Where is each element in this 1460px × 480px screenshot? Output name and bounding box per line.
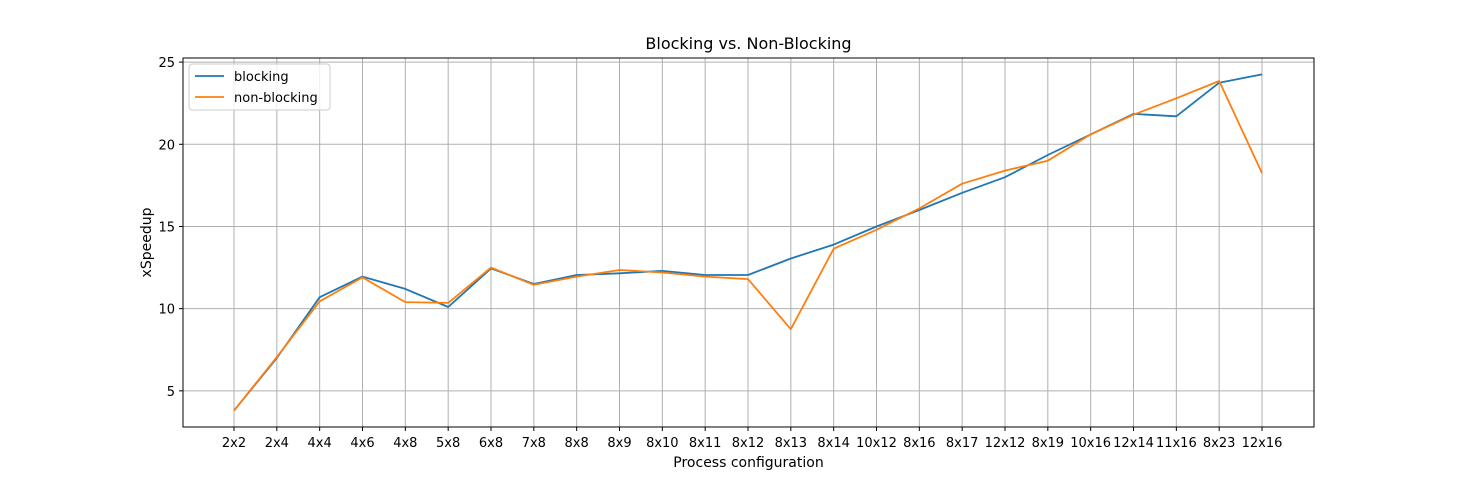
x-tick-label: 12x14 [1113, 436, 1154, 451]
x-tick-label: 8x17 [946, 436, 979, 451]
chart-title: Blocking vs. Non-Blocking [645, 34, 851, 53]
x-tick-label: 5x8 [436, 436, 460, 451]
y-axis: 5 10 15 20 25 [158, 56, 183, 400]
x-tick-label: 8x13 [775, 436, 808, 451]
x-tick-label: 10x16 [1070, 436, 1111, 451]
x-tick-label: 2x2 [222, 436, 246, 451]
y-tick-label: 5 [167, 385, 175, 400]
legend: blocking non-blocking [188, 63, 331, 111]
x-tick-label: 8x23 [1203, 436, 1236, 451]
legend-label-non-blocking: non-blocking [234, 91, 318, 106]
legend-label-blocking: blocking [234, 70, 289, 85]
x-tick-label: 8x9 [607, 436, 631, 451]
x-tick-label: 4x4 [308, 436, 332, 451]
x-tick-label: 10x12 [856, 436, 897, 451]
x-tick-label: 4x8 [393, 436, 417, 451]
x-tick-label: 8x14 [817, 436, 850, 451]
x-tick-label: 8x11 [689, 436, 722, 451]
legend-box [188, 63, 331, 111]
x-tick-label: 7x8 [522, 436, 546, 451]
x-tick-label: 8x8 [565, 436, 589, 451]
x-tick-label: 8x16 [903, 436, 936, 451]
grid-lines [183, 58, 1314, 427]
x-tick-label: 8x19 [1032, 436, 1065, 451]
x-tick-label: 8x12 [732, 436, 765, 451]
series-lines [233, 73, 1263, 412]
y-tick-label: 25 [158, 56, 175, 71]
x-tick-label: 4x6 [350, 436, 374, 451]
x-tick-label: 11x16 [1156, 436, 1197, 451]
y-axis-label: xSpeedup [139, 207, 155, 277]
x-axis: 2x2 2x4 4x4 4x6 4x8 5x8 6x8 7x8 8x8 8x9 8x10 8x11 8x… [222, 427, 1283, 451]
y-tick-label: 10 [158, 303, 175, 318]
y-tick-label: 20 [158, 138, 175, 153]
x-tick-label: 12x12 [985, 436, 1026, 451]
y-tick-label: 15 [158, 220, 175, 235]
x-tick-label: 12x16 [1242, 436, 1283, 451]
x-tick-label: 6x8 [479, 436, 503, 451]
x-tick-label: 2x4 [265, 436, 289, 451]
x-axis-label: Process configuration [673, 455, 823, 471]
x-tick-label: 8x10 [646, 436, 679, 451]
series-line-non-blocking [233, 80, 1263, 412]
